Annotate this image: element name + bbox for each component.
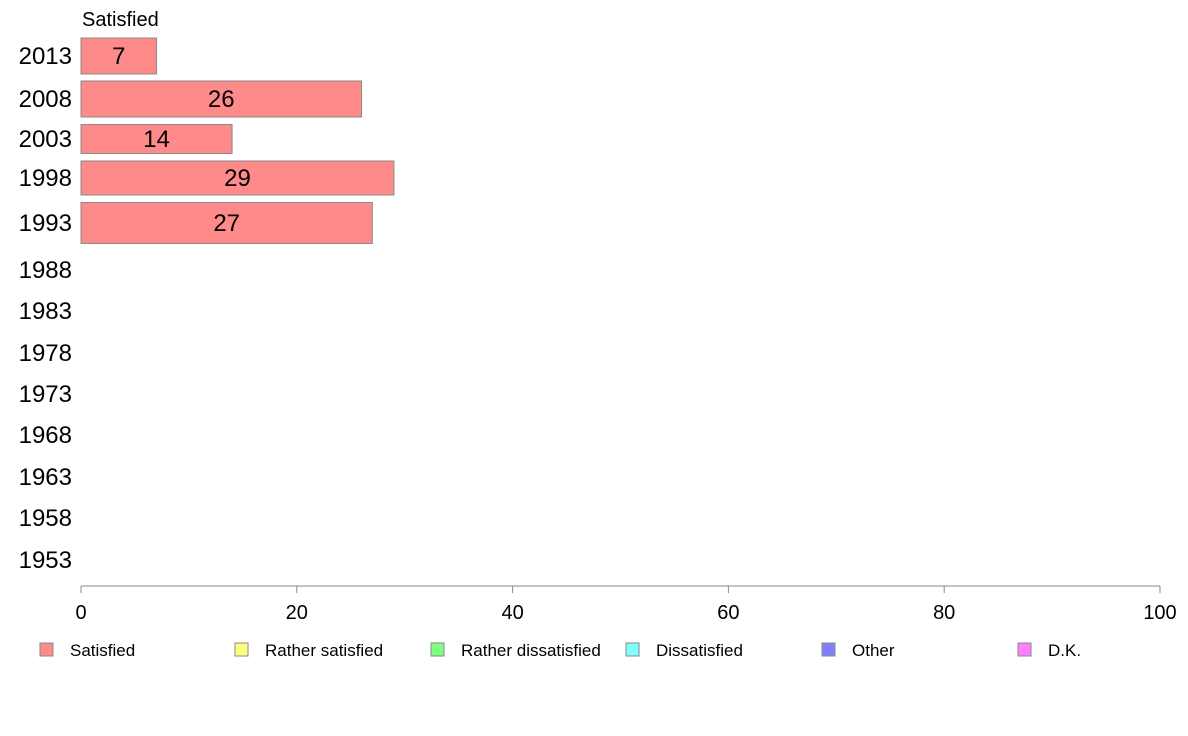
x-tick-label-40: 40 [501, 602, 523, 624]
legend-label-5: D.K. [1048, 641, 1081, 660]
x-tick-label-100: 100 [1143, 602, 1176, 624]
bar-label-1993: 27 [213, 210, 240, 237]
year-label-1958: 1958 [19, 505, 72, 532]
legend-label-0: Satisfied [70, 641, 135, 660]
bar-1993 [80, 202, 373, 244]
year-label-2008: 2008 [19, 86, 72, 113]
x-tick-label-0: 0 [75, 602, 86, 624]
legend-swatch-5 [1017, 642, 1032, 657]
year-label-1973: 1973 [19, 381, 72, 408]
bar-2003 [80, 124, 233, 154]
year-labels: 2013 2008 2003 1998 1993 1988 1983 1978 1973 1968… [19, 43, 72, 574]
x-tick-label-80: 80 [933, 602, 955, 624]
bar-label-2013: 7 [112, 43, 125, 70]
year-label-1993: 1993 [19, 210, 72, 237]
bar-1998 [80, 160, 395, 196]
x-tick-label-20: 20 [286, 602, 308, 624]
bar-label-1998: 29 [224, 165, 251, 192]
x-axis: 0 20 40 60 80 100 [75, 585, 1177, 624]
legend: Satisfied Rather satisfied Rather dissatis… [39, 641, 1081, 660]
legend-label-4: Other [852, 641, 895, 660]
year-label-2003: 2003 [19, 126, 72, 153]
year-label-1988: 1988 [19, 257, 72, 284]
bar-2013 [80, 37, 158, 75]
legend-swatch-2 [430, 642, 445, 657]
legend-swatch-4 [821, 642, 836, 657]
bar-labels: 7 26 14 29 27 [112, 43, 251, 237]
legend-swatch-0 [39, 642, 54, 657]
legend-swatch-3 [625, 642, 640, 657]
bar-label-2008: 26 [208, 86, 235, 113]
year-label-2013: 2013 [19, 43, 72, 70]
year-label-1983: 1983 [19, 298, 72, 325]
bar-label-2003: 14 [143, 126, 170, 153]
legend-label-2: Rather dissatisfied [461, 641, 601, 660]
year-label-1978: 1978 [19, 340, 72, 367]
year-label-1998: 1998 [19, 165, 72, 192]
year-label-1968: 1968 [19, 422, 72, 449]
bar-2008 [80, 80, 363, 118]
series-title: Satisfied [82, 9, 159, 31]
year-label-1963: 1963 [19, 464, 72, 491]
legend-swatch-1 [234, 642, 249, 657]
x-tick-label-60: 60 [717, 602, 739, 624]
legend-label-1: Rather satisfied [265, 641, 383, 660]
year-label-1953: 1953 [19, 547, 72, 574]
legend-label-3: Dissatisfied [656, 641, 743, 660]
bars [80, 37, 395, 244]
